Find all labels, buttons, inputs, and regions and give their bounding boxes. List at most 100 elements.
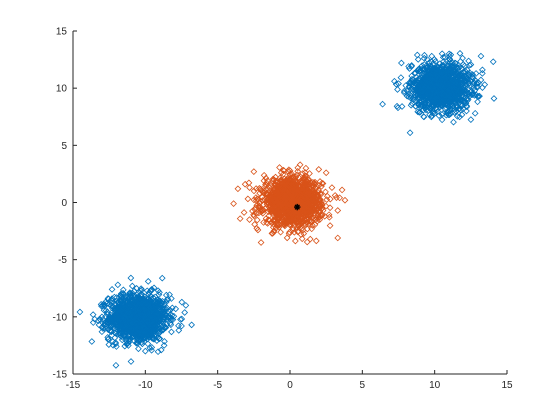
data-point [428, 52, 436, 60]
data-point [107, 328, 115, 336]
data-point [408, 81, 415, 89]
data-point [450, 86, 457, 94]
data-point [438, 50, 446, 58]
data-point [272, 224, 280, 232]
data-point [430, 87, 438, 95]
data-point [290, 182, 298, 190]
data-point [277, 169, 285, 177]
data-point [447, 71, 454, 79]
data-point [441, 91, 449, 99]
data-point [144, 318, 152, 326]
data-point [450, 76, 457, 84]
data-point [129, 292, 137, 300]
data-point [295, 207, 302, 215]
data-point [122, 335, 130, 342]
data-point [280, 220, 288, 228]
data-point [272, 181, 280, 188]
data-point [424, 67, 431, 75]
data-point [421, 72, 429, 80]
data-point [418, 62, 426, 70]
data-point [275, 182, 283, 190]
data-point [104, 334, 112, 341]
data-point [126, 316, 134, 323]
data-point [106, 301, 113, 308]
data-point [409, 76, 417, 84]
data-point [316, 178, 324, 185]
data-point [282, 206, 289, 214]
data-point [283, 209, 291, 217]
data-point [466, 69, 474, 77]
data-point [295, 208, 302, 216]
data-point [109, 315, 117, 323]
data-point [470, 79, 478, 86]
data-point [258, 193, 266, 201]
data-point [475, 92, 482, 100]
y-tick-label: 5 [61, 141, 67, 152]
data-point [429, 67, 437, 74]
data-point [290, 194, 298, 202]
data-point [461, 94, 468, 102]
data-point [423, 80, 431, 88]
data-point [414, 79, 421, 87]
data-point [415, 65, 423, 73]
axes: -15 -10 -5 0 5 10 15 -15 -10 -5 0 5 10 15 [53, 27, 513, 392]
data-point [428, 112, 436, 120]
data-point [316, 216, 324, 223]
data-point [156, 335, 164, 342]
data-point [154, 348, 162, 356]
data-point [469, 89, 477, 97]
data-point [142, 295, 150, 302]
data-point [286, 200, 293, 208]
data-point [154, 302, 162, 310]
data-point [269, 230, 277, 237]
data-point [291, 237, 299, 245]
data-point [148, 346, 155, 354]
data-point [160, 342, 168, 349]
data-point [462, 86, 469, 94]
data-point [326, 222, 334, 229]
data-point [454, 112, 461, 120]
data-point [422, 62, 430, 70]
data-point [311, 221, 319, 229]
data-point [135, 333, 143, 341]
data-point [178, 315, 186, 323]
data-point [108, 322, 116, 330]
data-point [420, 54, 428, 62]
data-point [294, 219, 302, 227]
data-point [106, 327, 114, 335]
data-point [268, 202, 275, 210]
data-point [230, 200, 237, 208]
data-point [308, 225, 316, 233]
data-point [407, 101, 415, 109]
data-point [312, 237, 320, 245]
data-point [303, 191, 310, 199]
data-point [146, 344, 154, 352]
data-point [436, 69, 443, 76]
data-point [270, 197, 278, 205]
y-tick-label: 0 [61, 198, 67, 209]
data-point [298, 194, 305, 202]
data-point [116, 309, 124, 317]
data-point [430, 103, 437, 110]
data-point [408, 63, 415, 70]
data-point [439, 58, 447, 66]
data-point [132, 323, 140, 330]
data-point [306, 170, 313, 177]
data-point [101, 298, 109, 306]
data-point [467, 61, 475, 69]
data-point [421, 51, 428, 59]
data-point [477, 52, 485, 60]
data-point [268, 230, 276, 237]
data-point [398, 59, 405, 67]
data-point [447, 51, 455, 59]
data-point [111, 311, 119, 318]
data-point [452, 86, 460, 94]
data-point [306, 235, 314, 243]
data-point [141, 347, 149, 355]
data-point [453, 65, 461, 72]
data-point [468, 73, 476, 81]
data-point [259, 206, 267, 214]
data-point [260, 177, 268, 185]
data-point [398, 103, 406, 110]
data-point [416, 68, 423, 76]
